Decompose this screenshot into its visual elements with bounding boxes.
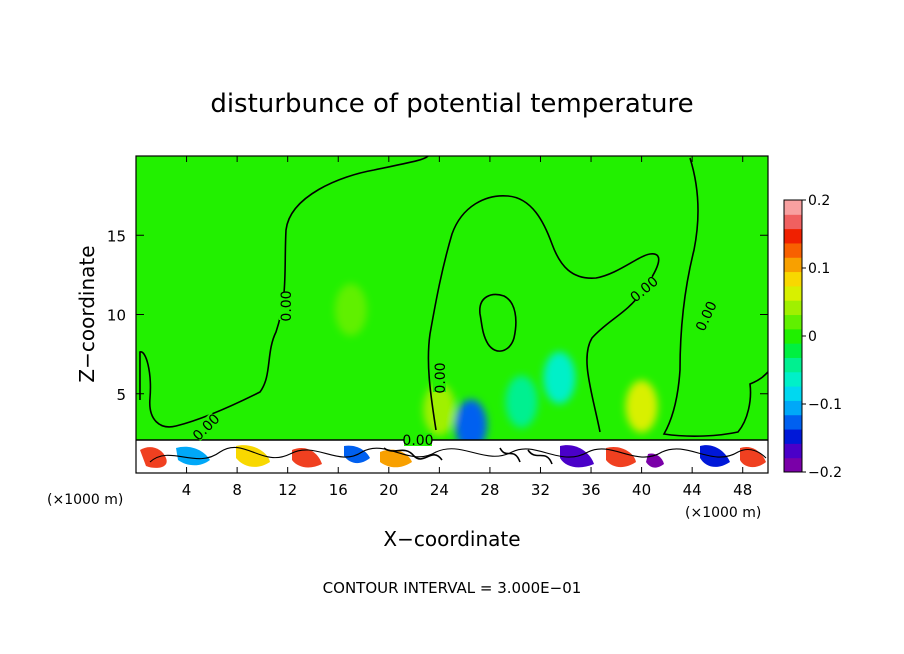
- x-unit-right: (×1000 m): [685, 505, 761, 521]
- surface-blob-8: [606, 446, 636, 468]
- y-tick-label: 15: [107, 227, 126, 245]
- contour-left: [139, 156, 429, 428]
- surface-contours-2: [383, 447, 553, 465]
- x-tick-label: 48: [733, 481, 752, 499]
- surface-layer: [136, 439, 768, 473]
- surface-blob-11: [740, 446, 766, 468]
- colorbar-swatch: [784, 400, 802, 416]
- colorbar-swatch: [784, 328, 802, 344]
- contour-label-bg: [279, 292, 292, 320]
- x-tick-label: 20: [379, 481, 398, 499]
- contour-label: 0.00: [402, 433, 433, 449]
- colorbar: 0.2 0.1 0 −0.1 −0.2: [783, 193, 842, 481]
- x-tick-label: 28: [480, 481, 499, 499]
- colorbar-tick-label: 0.2: [808, 193, 830, 209]
- contour-label-bg: [628, 274, 659, 303]
- feature-layer: [334, 283, 658, 452]
- y-tick-label: 5: [116, 386, 126, 404]
- x-tick-label: 8: [232, 481, 242, 499]
- field-feature-6: [334, 283, 367, 336]
- contour-label: 0.00: [279, 290, 295, 321]
- y-axis-label: Z−coordinate: [75, 245, 99, 382]
- colorbar-swatch: [784, 228, 802, 244]
- colorbar-swatch: [784, 371, 802, 387]
- x-unit-left: (×1000 m): [47, 492, 123, 508]
- surface-contours: [149, 446, 767, 463]
- contour-closed: [479, 293, 517, 352]
- surface-band: [136, 440, 768, 473]
- x-tick-label: 40: [632, 481, 651, 499]
- plot-area: [136, 156, 768, 473]
- field-feature-2: [625, 380, 658, 433]
- x-tick-label: 36: [581, 481, 600, 499]
- surface-blob-10: [700, 445, 730, 467]
- x-axis-label: X−coordinate: [383, 527, 520, 551]
- contour-middle: [427, 195, 660, 433]
- colorbar-swatch: [784, 200, 802, 215]
- surface-blob-4: [292, 447, 322, 468]
- y-axis: 5 10 15: [107, 227, 768, 404]
- surface-blob-1: [140, 447, 167, 468]
- y-tick-label: 10: [107, 307, 126, 325]
- colorbar-swatch: [784, 314, 802, 330]
- contour-label-bg: [693, 300, 718, 332]
- colorbar-swatch: [784, 300, 802, 316]
- x-axis: 4 8 12 16 20 24 28 32 36 40 44 48: [182, 156, 752, 499]
- colorbar-tick-label: 0: [808, 329, 817, 345]
- x-tick-label: 4: [182, 481, 192, 499]
- field-feature-3: [454, 399, 487, 452]
- contour-right: [662, 157, 768, 437]
- colorbar-swatch: [784, 429, 802, 444]
- colorbar-tick-label: 0.1: [808, 261, 830, 277]
- surface-blob-2: [176, 446, 210, 466]
- colorbar-swatch: [784, 457, 802, 473]
- x-tick-label: 24: [430, 481, 449, 499]
- field-feature-4: [543, 351, 576, 404]
- colorbar-swatch: [784, 386, 802, 401]
- colorbar-swatch: [784, 257, 802, 273]
- colorbar-swatch: [784, 357, 802, 373]
- contour-label: 0.00: [433, 362, 449, 393]
- x-tick-label: 16: [329, 481, 348, 499]
- contour-lines: [139, 156, 768, 437]
- colorbar-swatch: [784, 443, 802, 459]
- field-feature-5: [505, 375, 538, 428]
- x-tick-label: 12: [278, 481, 297, 499]
- contour-label-bg: [404, 433, 432, 446]
- colorbar-swatch: [784, 242, 802, 258]
- colorbar-tick-label: −0.2: [808, 465, 842, 481]
- colorbar-swatch: [784, 285, 802, 301]
- contour-interval-note: CONTOUR INTERVAL = 3.000E−01: [323, 579, 582, 597]
- x-tick-label: 32: [531, 481, 550, 499]
- surface-blob-3: [236, 445, 270, 467]
- colorbar-swatch: [784, 214, 802, 230]
- colorbar-tick-label: −0.1: [808, 397, 842, 413]
- chart-title: disturbunce of potential temperature: [210, 89, 693, 119]
- contour-label-bg: [433, 364, 446, 392]
- colorbar-swatch: [784, 343, 802, 358]
- x-tick-label: 44: [683, 481, 702, 499]
- contour-label-bg: [191, 412, 221, 442]
- colorbar-swatch: [784, 271, 802, 287]
- colorbar-swatch: [784, 414, 802, 430]
